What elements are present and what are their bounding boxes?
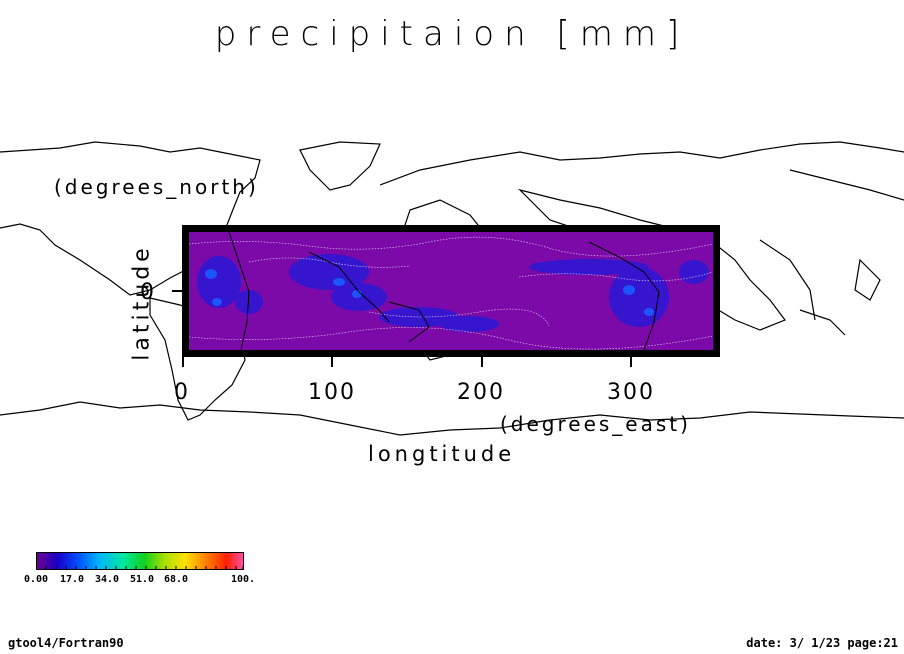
- y-tick-label: 0: [140, 280, 156, 305]
- precipitation-contours: [189, 232, 713, 350]
- x-tick-label-100: 100: [308, 380, 356, 405]
- x-axis-label: longtitude: [368, 442, 516, 466]
- x-tick-label-300: 300: [607, 380, 655, 405]
- x-tick-0: [182, 357, 184, 367]
- colorbar: [36, 552, 244, 570]
- x-tick-100: [331, 357, 333, 367]
- x-axis-unit: (degrees_east): [500, 412, 691, 436]
- precipitation-field: [182, 225, 720, 357]
- y-tick-0: [172, 290, 182, 292]
- colorbar-label-0: 0.00: [24, 574, 49, 585]
- x-tick-200: [481, 357, 483, 367]
- x-tick-label-0: 0: [174, 380, 190, 405]
- colorbar-label-1: 17.0: [60, 574, 85, 585]
- x-tick-300: [630, 357, 632, 367]
- footer-right: date: 3/ 1/23 page:21: [746, 636, 898, 650]
- x-tick-label-200: 200: [457, 380, 505, 405]
- colorbar-label-2: 34.0: [95, 574, 120, 585]
- colorbar-label-5: 100.: [231, 574, 256, 585]
- y-axis-label: latitude: [129, 244, 155, 361]
- colorbar-ticks: [36, 566, 244, 570]
- footer-left: gtool4/Fortran90: [8, 636, 124, 650]
- plot-title: precipitaion [mm]: [214, 14, 690, 54]
- colorbar-label-4: 68.0: [164, 574, 189, 585]
- y-axis-unit: (degrees_north): [54, 175, 259, 199]
- colorbar-label-3: 51.0: [130, 574, 155, 585]
